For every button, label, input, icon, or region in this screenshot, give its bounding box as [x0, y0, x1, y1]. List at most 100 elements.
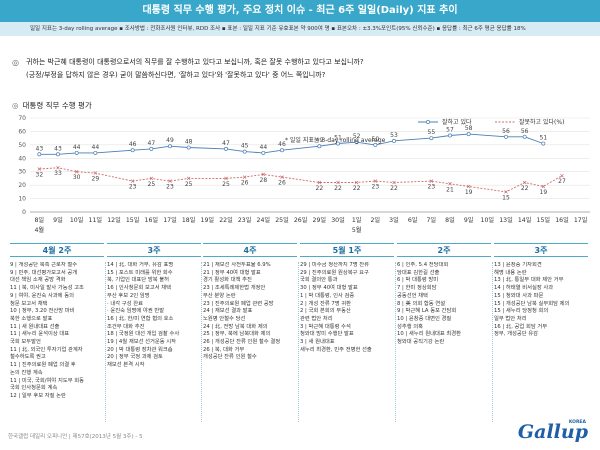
question-line-2: (긍정/부정을 답하지 않은 경우) 굳이 말씀하신다면, '잘하고 있다'와 … [26, 71, 326, 79]
issue-item: 21 | 정부 40여 대형 발표 [203, 269, 261, 276]
series-1-point [242, 149, 247, 154]
x-tick-label: 17일 [163, 216, 177, 224]
data-label: 56 [502, 128, 510, 135]
issue-item: 11 | 北, 외국인 투자기업 관계자 [10, 346, 83, 353]
issue-item: · 윤진숙 임명에 야권 반발 [107, 308, 165, 315]
x-tick-label: 30일 [331, 216, 345, 224]
section-bullet-icon: ◎ [12, 101, 19, 110]
data-label: 43 [36, 145, 44, 152]
issue-item: 9 | 박근혜 LA 동포 간담회 [397, 308, 457, 315]
issue-item: · 내각 구성 완료 [107, 300, 143, 307]
series-2-point [504, 190, 508, 194]
issue-item: 15 | 청와대 사과 파문 [494, 292, 544, 299]
data-label: 56 [521, 128, 529, 135]
gallup-logo: Gallup [517, 421, 588, 443]
data-label: 44 [92, 144, 100, 151]
issue-item: 14 | 허태열 비서실장 사과 [494, 285, 554, 292]
issue-item: 6 | 박 대통령 방미 [397, 277, 439, 284]
series-2-point [261, 172, 266, 177]
issue-column: 13 | 윤창중 기자회견 해명 내용 논란 13 | 北, 통일부 대화 제안 … [494, 262, 588, 424]
issue-item: 24 | 재보선 결과 발표 [203, 308, 253, 315]
issue-item: 11 | 새 원내대표 선출 [10, 323, 60, 330]
data-label: 49 [166, 137, 174, 144]
series-2-point [560, 173, 564, 178]
series-1-point [317, 144, 322, 149]
x-tick-label: 9일 [53, 216, 63, 224]
series-2-point [392, 180, 396, 185]
column-divider [105, 262, 106, 422]
data-label: 21 [446, 186, 454, 193]
data-label: 25 [148, 181, 156, 188]
x-tick-label: 26일 [294, 216, 308, 224]
x-tick-label: 2일 [371, 216, 381, 224]
month-label: 4월 [35, 226, 45, 234]
issue-item: 국회 모두발언 [10, 339, 41, 346]
issue-item: 당대표 김한길 선출 [397, 269, 440, 276]
series-1-point [392, 138, 396, 143]
y-tick-label: 10 [18, 196, 26, 203]
column-divider [492, 262, 493, 422]
issue-item: 정부, 개성공단 유감 [494, 331, 539, 338]
week-header: 4월 2주 [10, 243, 104, 257]
week-header: 3주 [494, 243, 588, 257]
x-tick-label: 8일 [445, 216, 455, 224]
issue-item: 15 | 포스트 미래를 위한 회수 [107, 269, 173, 276]
series-2-point [541, 184, 546, 189]
issue-item: 북, 기업인 대표단 방북 불허 [107, 277, 170, 284]
series-2-point [429, 179, 434, 183]
x-tick-label: 9일 [464, 216, 474, 224]
data-label: 45 [241, 143, 249, 150]
y-tick-label: 50 [18, 142, 26, 149]
approval-line-chart: 0 10 20 30 40 50 60 70 8일 9일 10일 11일 12일 15일 16일 17일 18일… [18, 115, 590, 234]
issue-item: 2 | 개성 잔류 7명 귀환 [300, 300, 352, 307]
issue-item: 15 | 새누리 당정청 회의 [494, 308, 549, 315]
series-1-point [504, 134, 508, 139]
x-tick-label: 6일 [408, 216, 418, 224]
issue-item: 16 | 인사청문회 보고서 채택 [107, 285, 171, 292]
issue-item: 11 | 진주의료원 폐업 의결 후 [10, 362, 76, 369]
x-tick-label: 24일 [257, 216, 271, 224]
section-title-text: 대통령 직무 수행 평가 [22, 101, 92, 110]
x-tick-label: 29일 [313, 216, 327, 224]
data-label: 22 [334, 185, 342, 192]
data-label: 25 [222, 181, 230, 188]
data-label: 51 [540, 135, 548, 142]
question-bullet-icon: ◎ [12, 58, 19, 67]
data-label: 26 [278, 180, 286, 187]
issue-item: 29 | 미수금 정산까지 7명 잔류 [300, 262, 370, 268]
issue-item: 조건부 대화 추진 [107, 323, 145, 330]
issue-item: 11 | 새누리 윤석이상 대표 [10, 331, 70, 338]
data-label: 22 [390, 185, 398, 192]
data-label: 47 [148, 140, 156, 147]
issue-item: 철수하도록 권고 [10, 354, 46, 361]
chart-annotation: * 일일 지표는 3-day rolling average [285, 136, 386, 144]
issue-column: 6 | 인주, 5.4 전당대회 당대표 김한길 선출 6 | 박 대통령 방미 7… [397, 262, 491, 424]
survey-question: ◎ 귀하는 박근혜 대통령이 대통령으로서의 직무를 잘 수행하고 있다고 보십… [12, 56, 586, 82]
legend-label-1: 잘하고 있다 [442, 118, 472, 126]
x-tick-label: 22일 [219, 216, 233, 224]
issue-item: 노원병 안철수 당선 [203, 315, 246, 322]
x-tick-label: 14일 [518, 216, 532, 224]
series-2-point [149, 176, 154, 181]
issue-item: 성추행 의혹 [397, 323, 424, 330]
issue-item: 관련 법안 처리 [300, 315, 333, 322]
issue-item: 11 | 북, 미사일 발사 가능성 고조 [10, 285, 84, 292]
data-label: 32 [36, 172, 44, 179]
issue-item: 10 | 윤창중 대변인 경질 [397, 315, 452, 322]
issue-column: 14 | 北, 대화 거부, 유감 표명 15 | 포스트 미래를 위한 회수 북… [107, 262, 201, 424]
data-label: 55 [428, 129, 436, 136]
column-divider [395, 262, 396, 422]
series-1-point [93, 150, 98, 155]
series-1-point [224, 146, 228, 151]
series-1-point [168, 144, 172, 149]
series-2-point [56, 165, 60, 170]
data-label: 15 [502, 194, 510, 201]
issue-item: 18 | 국정원 대선 개입 검찰 수사 [107, 331, 180, 338]
issue-item: 개성공단 잔류 인원 철수 [203, 354, 257, 361]
data-label: 46 [129, 141, 137, 148]
data-label: 46 [278, 141, 286, 148]
series-1-point [149, 146, 154, 151]
series-2-point [224, 176, 228, 181]
data-label: 23 [129, 184, 137, 191]
x-tick-label: 12일 [107, 216, 121, 224]
